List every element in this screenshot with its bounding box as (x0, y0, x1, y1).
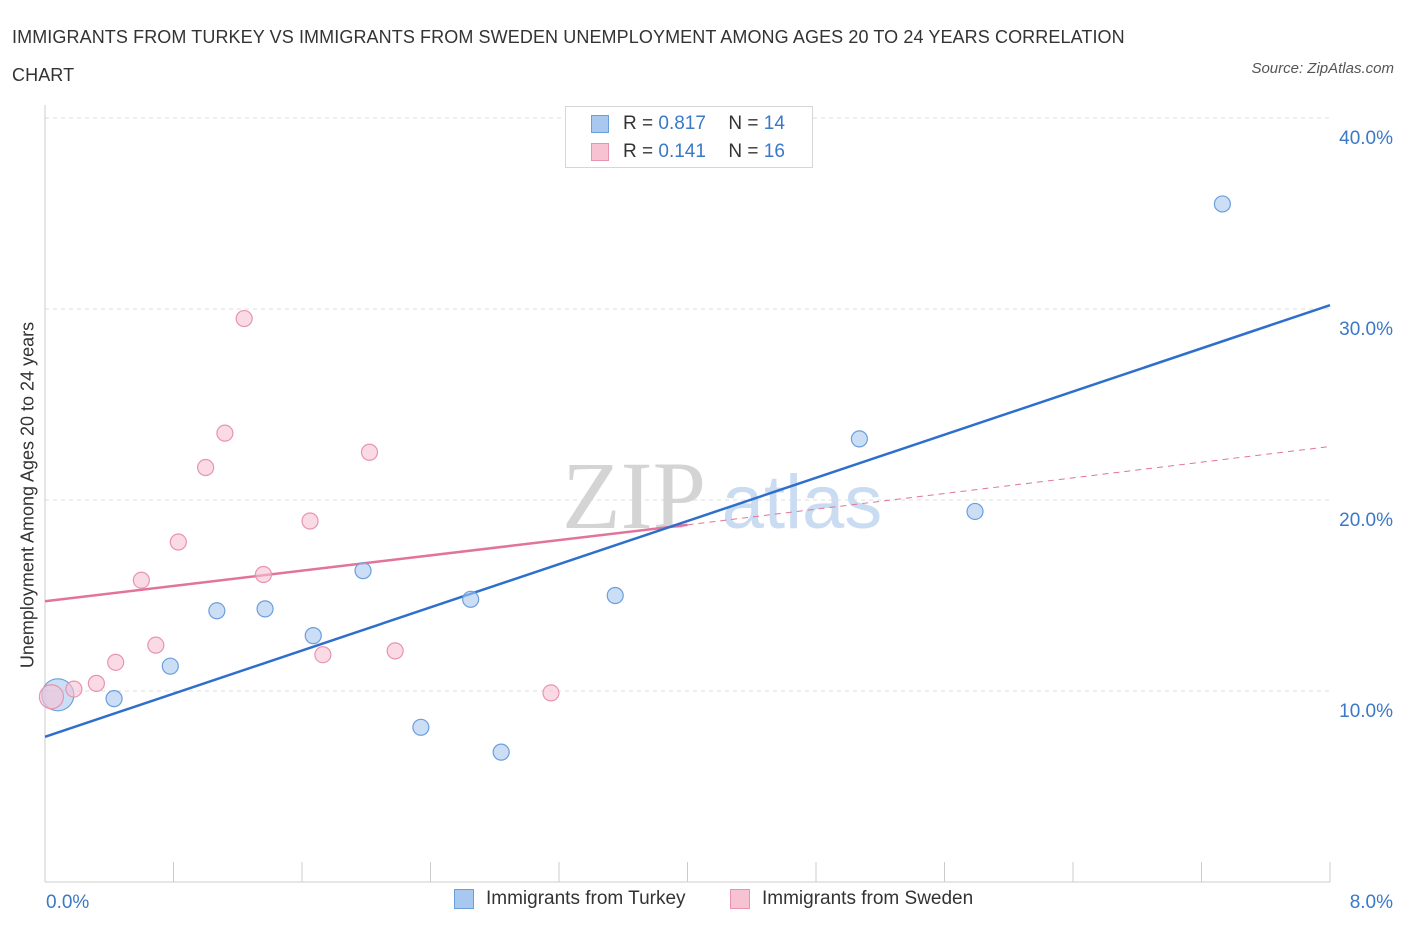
turkey-point (492, 743, 510, 761)
legend-row-sweden: R = 0.141 N = 16 (591, 138, 785, 166)
sweden-point (147, 636, 165, 654)
sweden-point (254, 565, 273, 584)
y-tick-label: 20.0% (1339, 510, 1393, 531)
r-label: R = (623, 141, 654, 162)
sweden-point (301, 512, 319, 530)
legend-label-sweden: Immigrants from Sweden (762, 888, 974, 909)
sweden-point (216, 424, 234, 442)
y-tick-label: 10.0% (1339, 701, 1393, 722)
turkey-point (412, 718, 430, 736)
turkey-point (354, 562, 372, 580)
turkey-point (256, 600, 274, 618)
turkey-point (850, 430, 868, 448)
r-value-turkey: 0.817 (658, 113, 706, 134)
turkey-point (606, 586, 624, 605)
turkey-point (105, 690, 123, 708)
sweden-trend-dashed (687, 446, 1331, 526)
legend-label-turkey: Immigrants from Turkey (486, 888, 686, 909)
legend-item-sweden: Immigrants from Sweden (730, 888, 973, 910)
y-tick-label: 40.0% (1339, 128, 1393, 149)
turkey-point (462, 590, 480, 608)
turkey-point (1213, 195, 1231, 213)
turkey-trend-line (44, 303, 1331, 739)
axes (44, 105, 1331, 883)
turkey-point (966, 502, 984, 521)
y-tick-labels: 10.0% 20.0% 30.0% 40.0% (1339, 128, 1393, 722)
sweden-point (314, 646, 332, 664)
legend-item-turkey: Immigrants from Turkey (454, 888, 686, 910)
sweden-point (65, 680, 83, 698)
n-value-sweden: 16 (763, 141, 785, 162)
sweden-point (38, 684, 65, 710)
x-tick-label: 0.0% (46, 892, 89, 913)
turkey-point (161, 657, 179, 675)
turkey-legend-swatch (454, 889, 474, 909)
sweden-legend-swatch (730, 889, 750, 909)
chart-title: IMMIGRANTS FROM TURKEY VS IMMIGRANTS FRO… (12, 27, 1125, 85)
sweden-point (386, 642, 404, 660)
sweden-point (197, 458, 215, 477)
trend-lines (44, 303, 1331, 739)
correlation-legend: R = 0.817 N = 14 R = 0.141 N = 16 (565, 106, 813, 168)
sweden-point (132, 571, 150, 589)
sweden-point (360, 443, 379, 461)
turkey-point (208, 602, 226, 620)
r-value-sweden: 0.141 (658, 141, 706, 162)
n-value-turkey: 14 (763, 113, 785, 134)
y-axis-label: Unemployment Among Ages 20 to 24 years (17, 321, 38, 669)
legend-row-turkey: R = 0.817 N = 14 (591, 110, 785, 138)
sweden-point (107, 653, 125, 671)
n-label: N = (728, 113, 759, 134)
series-legend: Immigrants from Turkey Immigrants from S… (0, 888, 1406, 918)
x-tick-labels: 0.0% 8.0% (46, 892, 1393, 913)
sweden-swatch (591, 143, 609, 161)
turkey-swatch (591, 115, 609, 133)
watermark-atlas: atlas (722, 460, 883, 545)
n-label: N = (728, 141, 759, 162)
sweden-point (235, 309, 253, 328)
sweden-point (169, 533, 187, 551)
gridlines (45, 117, 1330, 692)
sweden-point (87, 674, 106, 692)
data-points (38, 195, 1231, 761)
r-label: R = (623, 113, 654, 134)
turkey-point (304, 627, 322, 645)
y-tick-label: 30.0% (1339, 319, 1393, 340)
sweden-point (542, 684, 560, 702)
source-label: Source: ZipAtlas.com (1251, 60, 1394, 77)
watermark-zip: ZIP (562, 442, 706, 549)
x-tick-label: 8.0% (1350, 892, 1393, 913)
